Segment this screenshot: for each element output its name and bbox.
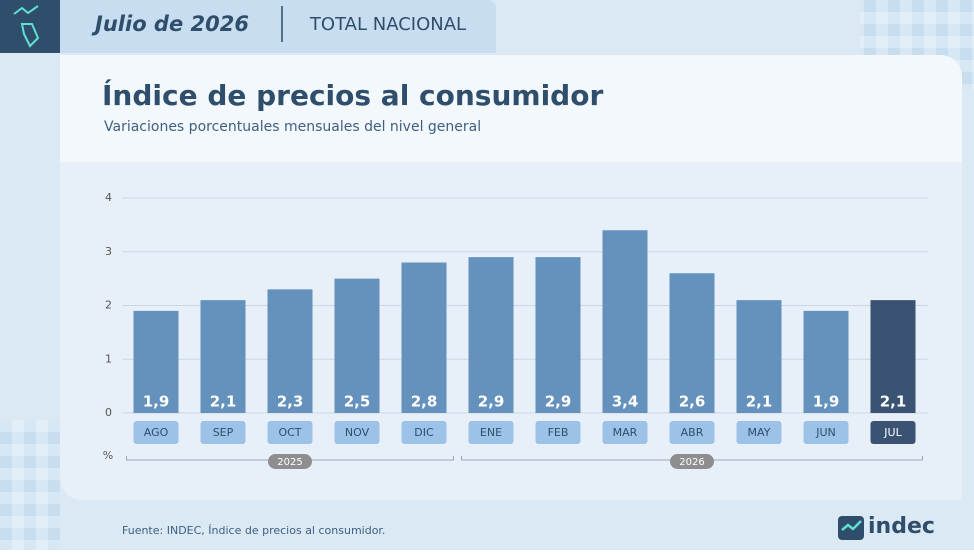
scope: TOTAL NACIONAL xyxy=(309,14,466,35)
category-pill xyxy=(870,421,916,444)
chart-title: Índice de precios al consumidor xyxy=(102,78,603,112)
year-pill xyxy=(670,454,714,469)
x-tick-label: OCT xyxy=(278,426,301,439)
value-label: 2,3 xyxy=(277,393,304,411)
bar xyxy=(535,257,581,413)
y-tick-label: 0 xyxy=(105,406,112,419)
category-pill xyxy=(468,421,514,444)
category-pill xyxy=(267,421,313,444)
value-label: 1,9 xyxy=(143,393,170,411)
x-tick-label: AGO xyxy=(144,426,169,439)
period: Julio de 2026 xyxy=(91,12,249,36)
y-tick-label: 2 xyxy=(105,299,112,312)
value-label: 2,6 xyxy=(679,393,706,411)
bar xyxy=(133,310,179,413)
value-label: 2,8 xyxy=(411,393,438,411)
x-tick-label: NOV xyxy=(345,426,370,439)
bar xyxy=(870,300,916,413)
category-pill xyxy=(401,421,447,444)
header-tab xyxy=(60,0,496,53)
value-label: 2,1 xyxy=(746,393,773,411)
year-label: 2026 xyxy=(679,457,704,468)
x-tick-label: JUL xyxy=(883,426,902,439)
bar xyxy=(401,262,447,413)
year-pill xyxy=(268,454,312,469)
chart-subtitle: Variaciones porcentuales mensuales del n… xyxy=(104,119,481,135)
x-tick-label: JUN xyxy=(815,426,836,439)
x-tick-label: ABR xyxy=(681,426,704,439)
category-pill xyxy=(200,421,246,444)
category-pill xyxy=(602,421,648,444)
x-tick-label: FEB xyxy=(548,426,569,439)
logo: indec xyxy=(868,514,935,539)
value-label: 2,1 xyxy=(210,393,237,411)
decoration xyxy=(0,420,60,550)
bar xyxy=(200,300,246,413)
y-unit: % xyxy=(103,449,113,462)
category-pill xyxy=(535,421,581,444)
value-label: 3,4 xyxy=(612,393,639,411)
value-label: 2,9 xyxy=(545,393,572,411)
category-pill xyxy=(736,421,782,444)
logo-mark xyxy=(841,520,862,531)
category-pill xyxy=(334,421,380,444)
y-tick-label: 4 xyxy=(105,191,112,204)
value-label: 2,9 xyxy=(478,393,505,411)
value-label: 2,1 xyxy=(880,393,907,411)
year-label: 2025 xyxy=(277,457,302,468)
y-tick-label: 3 xyxy=(105,245,112,258)
bar xyxy=(669,273,715,413)
source: Fuente: INDEC, Índice de precios al cons… xyxy=(122,524,385,537)
bar xyxy=(267,289,313,413)
bar xyxy=(602,230,648,413)
y-tick-label: 1 xyxy=(105,352,112,365)
x-tick-label: SEP xyxy=(213,426,234,439)
category-pill xyxy=(803,421,849,444)
bar xyxy=(468,257,514,413)
x-tick-label: DIC xyxy=(414,426,434,439)
icon xyxy=(13,5,40,48)
category-pill xyxy=(133,421,179,444)
card-header xyxy=(60,55,962,162)
bar xyxy=(334,278,380,413)
x-tick-label: MAY xyxy=(748,426,771,439)
bar xyxy=(803,310,849,413)
value-label: 1,9 xyxy=(813,393,840,411)
category-pill xyxy=(669,421,715,444)
bar xyxy=(736,300,782,413)
value-label: 2,5 xyxy=(344,393,371,411)
x-tick-label: ENE xyxy=(480,426,502,439)
x-tick-label: MAR xyxy=(613,426,638,439)
